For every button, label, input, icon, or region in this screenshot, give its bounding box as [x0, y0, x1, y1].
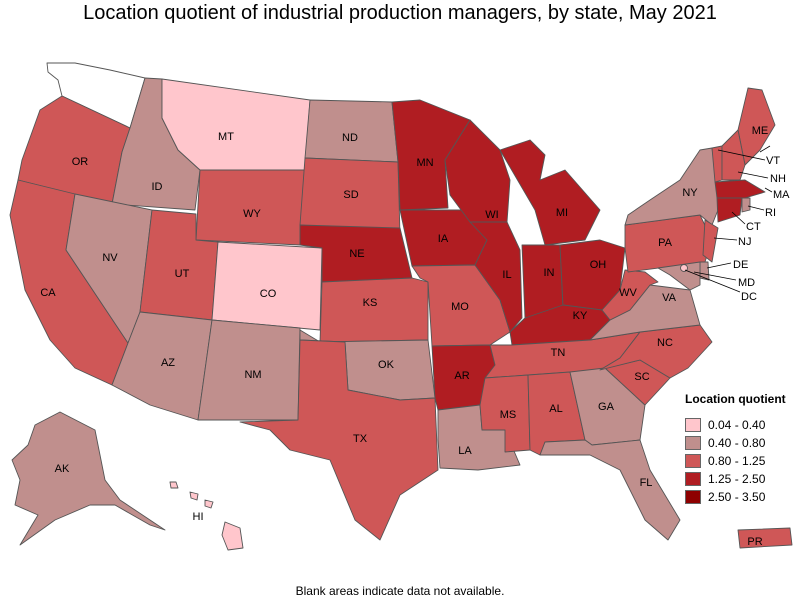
legend-swatch — [685, 436, 701, 450]
svg-text:OH: OH — [590, 259, 607, 271]
legend-label: 2.50 - 3.50 — [708, 490, 766, 504]
svg-text:PA: PA — [658, 237, 673, 249]
svg-text:OR: OR — [72, 156, 89, 168]
svg-text:LA: LA — [458, 445, 472, 457]
state-CT — [716, 197, 743, 223]
svg-text:ND: ND — [342, 132, 358, 144]
svg-text:WI: WI — [485, 209, 498, 221]
state-TX — [239, 339, 439, 541]
legend-title: Location quotient — [685, 392, 786, 406]
svg-text:ID: ID — [152, 181, 163, 193]
state-DC — [680, 264, 688, 272]
svg-text:AZ: AZ — [161, 357, 175, 369]
state-NC — [599, 324, 713, 379]
svg-text:DE: DE — [733, 259, 748, 271]
svg-text:MA: MA — [773, 189, 790, 201]
svg-text:MD: MD — [738, 277, 755, 289]
svg-text:NE: NE — [349, 248, 364, 260]
state-RI — [741, 197, 751, 213]
legend-swatch — [685, 472, 701, 486]
svg-text:GA: GA — [598, 401, 615, 413]
legend-item: 0.80 - 1.25 — [685, 452, 797, 470]
svg-text:VT: VT — [766, 155, 780, 167]
svg-text:FL: FL — [640, 477, 653, 489]
state-MA — [714, 179, 766, 199]
state-MI — [499, 139, 601, 246]
legend-swatch — [685, 490, 701, 504]
state-PR — [737, 527, 793, 549]
state-WI — [444, 119, 511, 223]
svg-text:VA: VA — [662, 292, 677, 304]
svg-text:OK: OK — [378, 359, 395, 371]
legend-item: 0.40 - 0.80 — [685, 434, 797, 452]
svg-text:KY: KY — [573, 310, 588, 322]
state-DE — [699, 261, 710, 281]
state-NM — [197, 319, 301, 421]
svg-text:NM: NM — [244, 369, 261, 381]
svg-text:AL: AL — [549, 403, 562, 415]
svg-text:TX: TX — [353, 433, 368, 445]
svg-text:WY: WY — [243, 208, 261, 220]
svg-text:NV: NV — [102, 252, 118, 264]
legend-swatch — [685, 418, 701, 432]
state-KS — [319, 277, 429, 343]
svg-text:HI: HI — [193, 511, 204, 523]
svg-text:UT: UT — [175, 268, 190, 280]
svg-text:CT: CT — [746, 221, 761, 233]
state-labels: OR CA ID NV MT WY UT CO AZ NM ND SD NE K… — [40, 125, 790, 548]
state-NY — [624, 147, 721, 226]
footnote: Blank areas indicate data not available. — [295, 584, 505, 598]
svg-text:MO: MO — [451, 301, 469, 313]
svg-text:TN: TN — [551, 347, 566, 359]
svg-text:IN: IN — [544, 267, 555, 279]
state-FL — [539, 439, 681, 541]
svg-text:DC: DC — [741, 291, 757, 303]
state-AK — [11, 411, 166, 546]
svg-text:CO: CO — [260, 288, 277, 300]
state-ND — [304, 99, 399, 163]
legend-label: 0.40 - 0.80 — [708, 436, 766, 450]
map-title: Location quotient of industrial producti… — [83, 2, 717, 24]
svg-text:AK: AK — [55, 463, 70, 475]
legend-item: 2.50 - 3.50 — [685, 488, 797, 506]
state-HI — [169, 481, 244, 551]
svg-text:CA: CA — [40, 287, 56, 299]
svg-text:AR: AR — [454, 370, 469, 382]
legend-swatch — [685, 454, 701, 468]
state-MN — [391, 99, 471, 211]
svg-text:MI: MI — [556, 207, 568, 219]
state-CO — [211, 241, 323, 331]
state-MD — [657, 261, 701, 291]
svg-text:SD: SD — [343, 189, 358, 201]
svg-text:ME: ME — [752, 125, 769, 137]
legend: Location quotient 0.04 - 0.40 0.40 - 0.8… — [685, 392, 797, 506]
svg-text:WV: WV — [619, 287, 637, 299]
svg-text:MT: MT — [218, 131, 234, 143]
svg-text:MN: MN — [416, 157, 433, 169]
svg-text:RI: RI — [765, 207, 776, 219]
svg-text:NY: NY — [682, 187, 698, 199]
svg-text:PR: PR — [747, 536, 762, 548]
svg-text:NH: NH — [770, 173, 786, 185]
svg-text:NC: NC — [657, 337, 673, 349]
legend-item: 1.25 - 2.50 — [685, 470, 797, 488]
svg-text:MS: MS — [500, 409, 517, 421]
svg-text:IA: IA — [438, 233, 449, 245]
svg-text:NJ: NJ — [738, 236, 751, 248]
svg-text:SC: SC — [634, 371, 649, 383]
state-WV — [601, 269, 659, 321]
svg-text:IL: IL — [502, 269, 511, 281]
legend-label: 0.04 - 0.40 — [708, 418, 766, 432]
state-NJ — [702, 219, 719, 263]
legend-label: 0.80 - 1.25 — [708, 454, 766, 468]
legend-label: 1.25 - 2.50 — [708, 472, 766, 486]
legend-item: 0.04 - 0.40 — [685, 416, 797, 434]
svg-text:KS: KS — [363, 297, 378, 309]
